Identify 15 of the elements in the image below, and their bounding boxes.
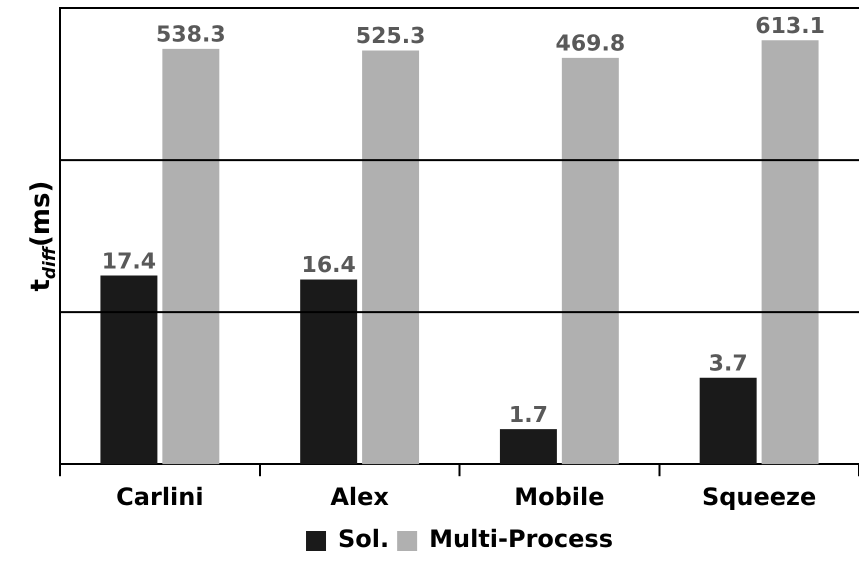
- x-tick-label: Carlini: [116, 482, 204, 511]
- data-label: 17.4: [102, 249, 156, 274]
- data-label: 16.4: [302, 253, 356, 278]
- data-label: 3.7: [708, 352, 748, 377]
- legend-label: Sol.: [338, 525, 390, 554]
- x-tick-label: Mobile: [514, 482, 605, 511]
- data-label: 525.3: [356, 24, 426, 50]
- data-label: 1.7: [508, 402, 548, 428]
- x-tick-label: Alex: [330, 482, 390, 511]
- legend-label: Multi-Process: [429, 525, 613, 554]
- data-label: 469.8: [556, 32, 626, 57]
- y-axis-title: tdiff(ms): [26, 180, 60, 292]
- data-label: 538.3: [156, 22, 226, 48]
- data-label: 613.1: [755, 14, 825, 40]
- x-tick-label: Squeeze: [702, 482, 816, 511]
